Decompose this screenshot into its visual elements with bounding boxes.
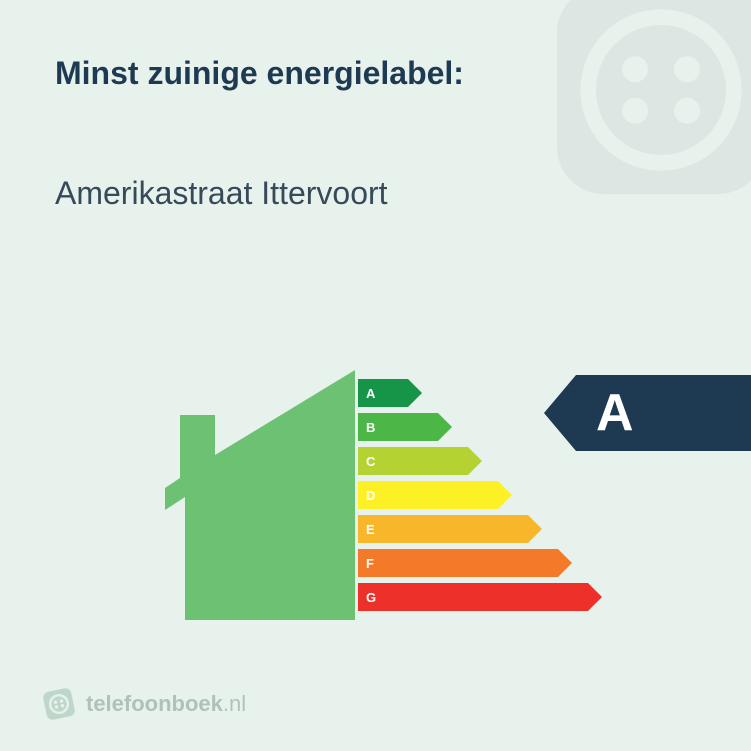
footer-bold: telefoonboek xyxy=(86,691,223,716)
energy-bar-row: G xyxy=(358,583,588,611)
callout-arrow xyxy=(544,375,576,451)
energy-bar-label: B xyxy=(366,420,384,435)
energy-bar-label: G xyxy=(366,590,384,605)
footer-text: telefoonboek.nl xyxy=(86,691,246,717)
page-title: Minst zuinige energielabel: xyxy=(55,55,464,92)
callout-letter: A xyxy=(596,383,634,443)
energy-bar-row: D xyxy=(358,481,588,509)
page-subtitle: Amerikastraat Ittervoort xyxy=(55,175,388,212)
callout-body: A xyxy=(576,375,751,451)
energy-bar-label: F xyxy=(366,556,384,571)
energy-bar-label: E xyxy=(366,522,384,537)
footer-logo-icon xyxy=(39,684,79,724)
energy-label-graphic: A B C D E F G xyxy=(165,370,585,620)
energy-bar-label: D xyxy=(366,488,384,503)
footer: telefoonboek.nl xyxy=(42,687,246,721)
label-callout: A xyxy=(544,375,751,451)
energy-bar-row: E xyxy=(358,515,588,543)
energy-bar-label: A xyxy=(366,386,384,401)
house-icon xyxy=(165,370,355,620)
energy-bar xyxy=(358,549,558,577)
energy-bar-row: C xyxy=(358,447,588,475)
energy-bar-label: C xyxy=(366,454,384,469)
energy-bar xyxy=(358,583,588,611)
footer-rest: .nl xyxy=(223,691,246,716)
energy-bar-row: F xyxy=(358,549,588,577)
watermark-icon xyxy=(531,0,751,220)
